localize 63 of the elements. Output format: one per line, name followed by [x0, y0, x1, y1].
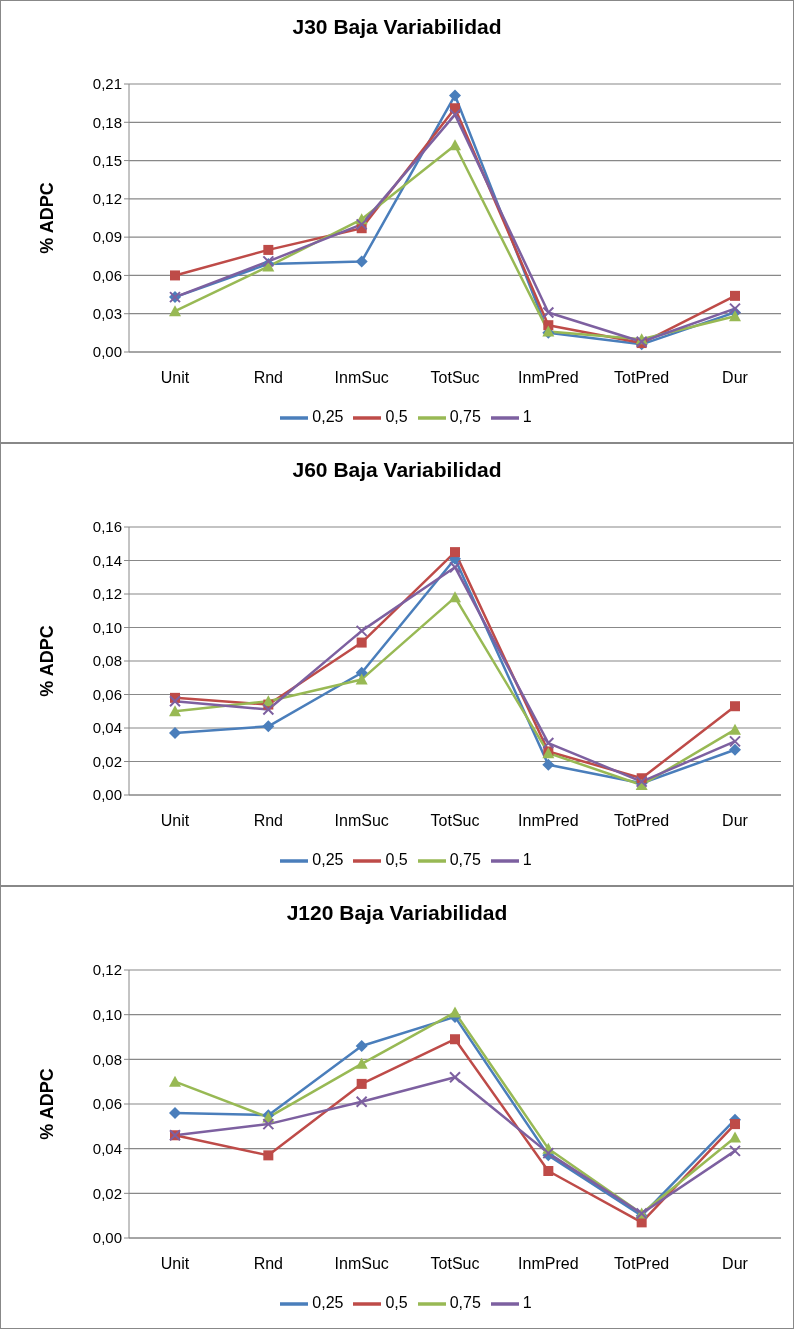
x-tick-label: InmPred — [518, 1255, 579, 1273]
y-axis-title: % ADPC — [37, 625, 58, 697]
x-tick-label: Unit — [160, 1255, 190, 1273]
y-tick-label: 0,21 — [92, 75, 122, 93]
x-tick-label: TotPred — [614, 812, 670, 830]
legend-label: 1 — [522, 1294, 532, 1312]
y-tick-label: 0,09 — [92, 228, 122, 246]
x-tick-label: Unit — [160, 812, 190, 830]
x-tick-label: Dur — [722, 812, 749, 830]
y-tick-label: 0,00 — [92, 1229, 122, 1247]
y-tick-label: 0,04 — [92, 719, 122, 737]
chart-title: J30 Baja Variabilidad — [291, 15, 503, 39]
y-tick-label: 0,06 — [92, 1095, 122, 1113]
x-tick-label: TotPred — [614, 369, 670, 387]
chart-title: J120 Baja Variabilidad — [285, 901, 509, 925]
x-tick-label: Rnd — [253, 369, 284, 387]
y-tick-label: 0,02 — [92, 1184, 122, 1202]
x-tick-label: Rnd — [253, 1255, 284, 1273]
x-tick-label: Dur — [722, 1255, 749, 1273]
y-tick-label: 0,12 — [92, 961, 122, 979]
x-tick-label: TotSuc — [430, 1255, 480, 1273]
x-tick-label: InmSuc — [334, 1255, 389, 1273]
legend-label: 0,5 — [385, 408, 408, 426]
x-tick-label: TotSuc — [430, 369, 480, 387]
y-tick-label: 0,10 — [92, 1005, 122, 1023]
x-tick-label: TotSuc — [430, 812, 480, 830]
legend-label: 1 — [522, 408, 532, 426]
x-tick-label: TotPred — [614, 1255, 670, 1273]
y-tick-label: 0,14 — [92, 551, 122, 569]
y-tick-label: 0,12 — [92, 190, 122, 208]
y-tick-label: 0,16 — [92, 518, 122, 536]
legend-label: 0,75 — [449, 408, 481, 426]
y-axis-title: % ADPC — [37, 182, 58, 254]
legend-label: 1 — [522, 851, 532, 869]
y-tick-label: 0,15 — [92, 151, 122, 169]
x-tick-label: InmSuc — [334, 369, 389, 387]
y-tick-label: 0,04 — [92, 1139, 122, 1157]
legend-label: 0,25 — [312, 851, 344, 869]
y-tick-label: 0,12 — [92, 585, 122, 603]
legend-label: 0,25 — [312, 408, 344, 426]
y-tick-label: 0,00 — [92, 786, 122, 804]
x-tick-label: Unit — [160, 369, 190, 387]
legend-label: 0,25 — [312, 1294, 344, 1312]
y-tick-label: 0,00 — [92, 343, 122, 361]
x-tick-label: InmPred — [518, 369, 579, 387]
x-tick-label: InmSuc — [334, 812, 389, 830]
legend-label: 0,5 — [385, 851, 408, 869]
x-tick-label: InmPred — [518, 812, 579, 830]
y-axis-title: % ADPC — [37, 1068, 58, 1140]
legend-label: 0,5 — [385, 1294, 408, 1312]
y-tick-label: 0,10 — [92, 618, 122, 636]
y-tick-label: 0,06 — [92, 685, 122, 703]
y-tick-label: 0,18 — [92, 113, 122, 131]
y-tick-label: 0,08 — [92, 1050, 122, 1068]
legend-label: 0,75 — [449, 851, 481, 869]
legend-label: 0,75 — [449, 1294, 481, 1312]
x-tick-label: Dur — [722, 369, 749, 387]
chart-title: J60 Baja Variabilidad — [291, 458, 503, 482]
y-tick-label: 0,06 — [92, 266, 122, 284]
y-tick-label: 0,08 — [92, 652, 122, 670]
y-tick-label: 0,03 — [92, 305, 122, 323]
y-tick-label: 0,02 — [92, 752, 122, 770]
x-tick-label: Rnd — [253, 812, 284, 830]
